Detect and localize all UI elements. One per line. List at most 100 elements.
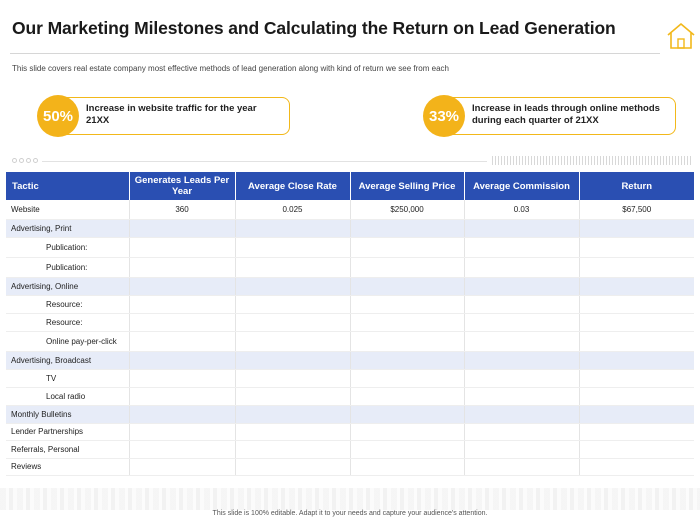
decorative-dots [12,158,38,163]
cell-commission [464,237,580,258]
cell-commission [464,277,580,296]
table-row: Reviews [6,458,694,476]
cell-commission [464,257,580,278]
cell-leads [129,405,236,424]
cell-close-rate [235,458,351,476]
cell-close-rate [235,219,351,238]
cell-commission [464,219,580,238]
stat-badge-leads: 33% [423,95,465,137]
cell-tactic: Monthly Bulletins [6,405,130,424]
header-selling-price: Average Selling Price [350,172,465,200]
cell-leads [129,331,236,352]
cell-leads [129,369,236,388]
cell-close-rate [235,257,351,278]
cell-return [579,313,694,332]
cell-close-rate [235,237,351,258]
cell-tactic: Advertising, Online [6,277,130,296]
cell-return [579,423,694,441]
cell-commission [464,313,580,332]
cell-tactic: TV [6,369,130,388]
table-row: Publication: [6,257,694,278]
stat-card-traffic: Increase in website traffic for the year… [60,97,290,135]
header-tactic: Tactic [6,172,130,200]
cell-selling-price [350,387,465,406]
cell-tactic: Resource: [6,313,130,332]
cell-return [579,440,694,459]
cell-leads [129,237,236,258]
cell-leads [129,313,236,332]
cell-tactic: Lender Partnerships [6,423,130,441]
lead-generation-table: Tactic Generates Leads Per Year Average … [6,172,694,476]
cell-leads [129,277,236,296]
cell-selling-price [350,423,465,441]
cell-return [579,458,694,476]
cell-leads [129,458,236,476]
cell-tactic: Local radio [6,387,130,406]
cell-selling-price: $250,000 [350,200,465,220]
cell-tactic: Publication: [6,237,130,258]
cell-close-rate [235,369,351,388]
cell-leads [129,257,236,278]
decorative-skyline [0,488,700,510]
cell-commission [464,351,580,370]
cell-close-rate [235,277,351,296]
cell-commission [464,405,580,424]
page-subtitle: This slide covers real estate company mo… [12,64,449,73]
cell-selling-price [350,440,465,459]
cell-selling-price [350,237,465,258]
cell-selling-price [350,219,465,238]
cell-close-rate [235,313,351,332]
table-row: Publication: [6,237,694,258]
header-leads: Generates Leads Per Year [129,172,236,200]
cell-leads [129,423,236,441]
cell-commission [464,331,580,352]
cell-commission [464,423,580,441]
cell-return [579,351,694,370]
table-row: Advertising, Print [6,219,694,238]
table-row: Advertising, Online [6,277,694,296]
table-row: TV [6,369,694,388]
section-divider [42,161,487,162]
cell-leads [129,219,236,238]
cell-return [579,257,694,278]
cell-tactic: Reviews [6,458,130,476]
stat-text-leads: Increase in leads through online methods… [472,103,660,126]
cell-commission [464,458,580,476]
cell-return: $67,500 [579,200,694,220]
cell-return [579,405,694,424]
cell-close-rate [235,440,351,459]
page-title: Our Marketing Milestones and Calculating… [12,18,616,38]
stat-badge-traffic: 50% [37,95,79,137]
cell-close-rate [235,295,351,314]
stat-text-traffic: Increase in website traffic for the year… [86,103,257,126]
cell-selling-price [350,313,465,332]
cell-selling-price [350,458,465,476]
cell-return [579,295,694,314]
cell-commission [464,369,580,388]
cell-leads [129,440,236,459]
cell-selling-price [350,257,465,278]
cell-selling-price [350,277,465,296]
cell-leads [129,387,236,406]
cell-close-rate [235,351,351,370]
table-header-row: Tactic Generates Leads Per Year Average … [6,172,694,200]
table-row: Lender Partnerships [6,423,694,441]
cell-tactic: Advertising, Broadcast [6,351,130,370]
cell-close-rate [235,387,351,406]
table-row: Monthly Bulletins [6,405,694,424]
cell-tactic: Publication: [6,257,130,278]
cell-close-rate [235,423,351,441]
cell-leads [129,295,236,314]
cell-selling-price [350,295,465,314]
cell-selling-price [350,405,465,424]
title-divider [10,53,660,54]
cell-commission [464,295,580,314]
cell-return [579,387,694,406]
table-row: Resource: [6,313,694,332]
cell-close-rate [235,405,351,424]
cell-tactic: Website [6,200,130,220]
table-row: Local radio [6,387,694,406]
cell-commission [464,387,580,406]
cell-leads: 360 [129,200,236,220]
cell-return [579,277,694,296]
